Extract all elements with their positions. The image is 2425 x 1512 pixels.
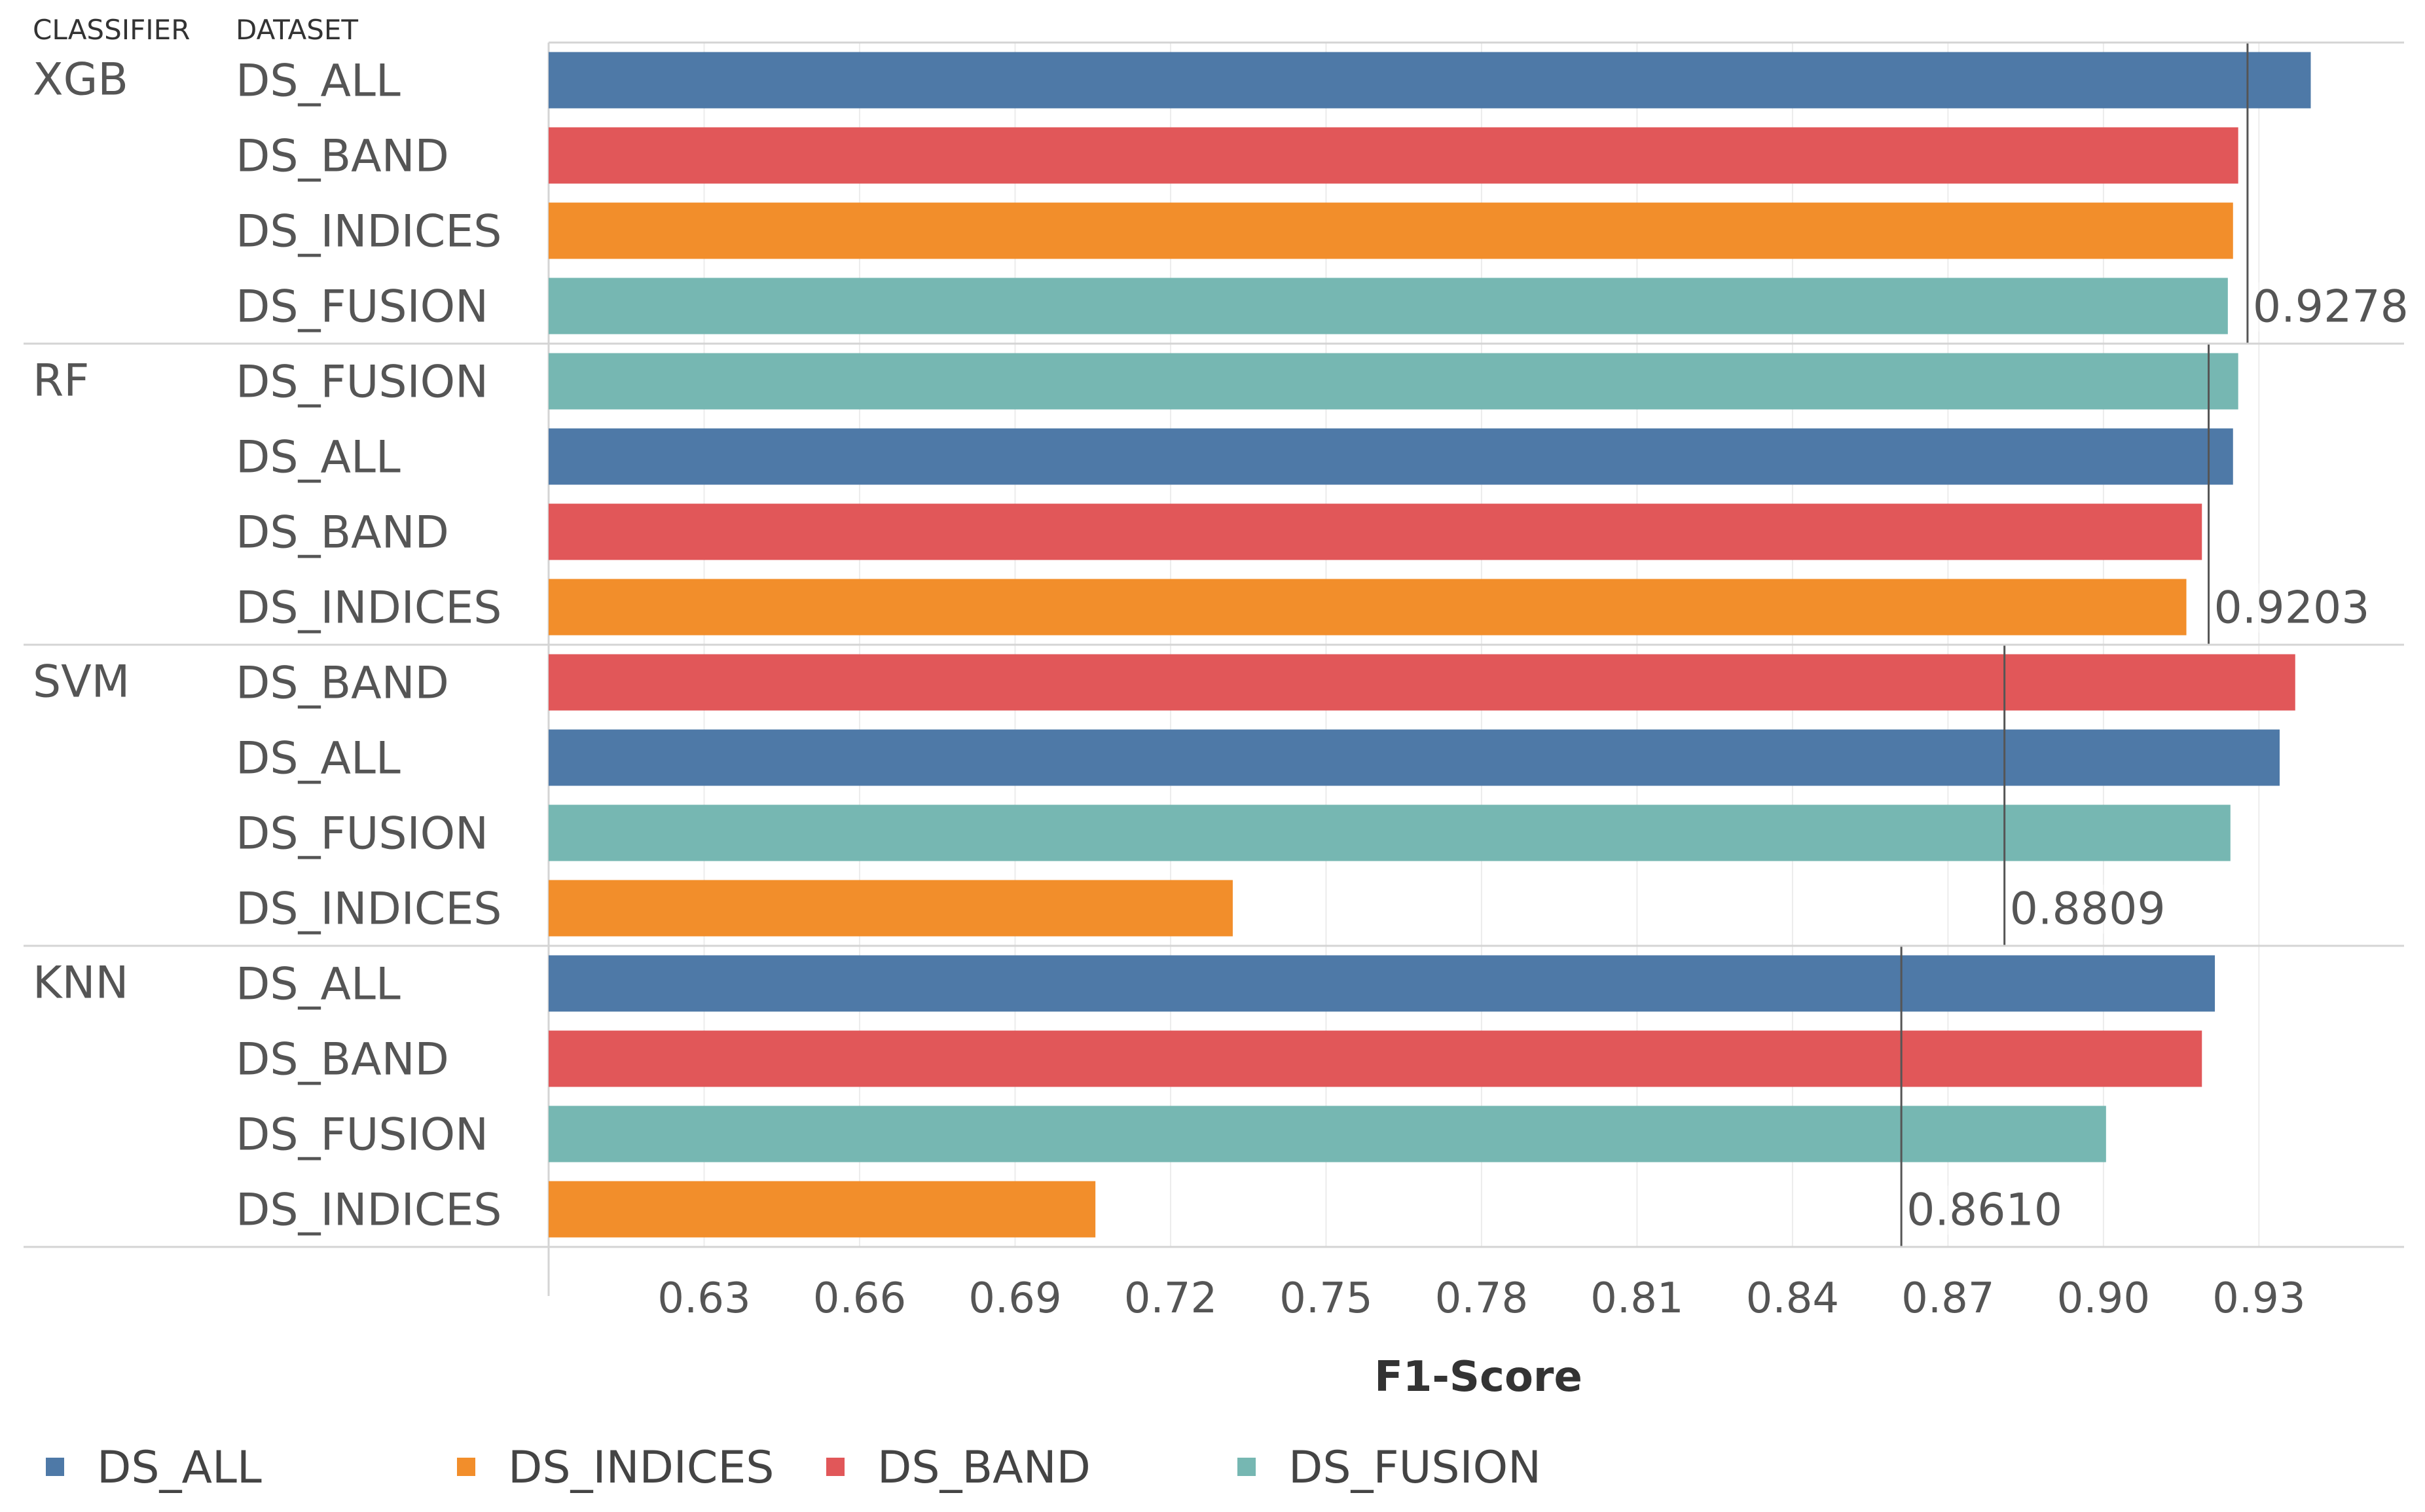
- reference-value-label: 0.9278: [2253, 281, 2409, 333]
- bar-xgb-ds-indices: [549, 202, 2233, 259]
- legend-label: DS_ALL: [97, 1442, 262, 1494]
- x-tick-label: 0.87: [1901, 1274, 1995, 1323]
- x-tick-label: 0.78: [1435, 1274, 1529, 1323]
- x-tick-label: 0.72: [1124, 1274, 1218, 1323]
- bar-knn-ds-all: [549, 955, 2215, 1012]
- dataset-label: DS_ALL: [236, 733, 401, 785]
- x-tick-label: 0.81: [1590, 1274, 1684, 1323]
- legend-swatch-ds-indices: [457, 1458, 475, 1476]
- dataset-column-header: DATASET: [236, 14, 358, 46]
- reference-value-label: 0.9203: [2214, 583, 2370, 634]
- bar-knn-ds-band: [549, 1030, 2202, 1087]
- row-labels: XGB DS_ALL DS_BAND DS_INDICES DS_FUSION RF DS_…: [33, 54, 501, 1236]
- bar-knn-ds-fusion: [549, 1106, 2106, 1162]
- reference-value-label: 0.8809: [2010, 884, 2166, 935]
- legend-label: DS_INDICES: [508, 1442, 774, 1494]
- classifier-column-header: CLASSIFIER: [33, 14, 190, 46]
- reference-label-background: [2211, 583, 2373, 633]
- bar-knn-ds-indices: [549, 1181, 1096, 1238]
- reference-label-background: [2250, 282, 2411, 332]
- x-tick-label: 0.84: [1746, 1274, 1840, 1323]
- x-tick-label: 0.90: [2057, 1274, 2151, 1323]
- dataset-label: DS_ALL: [236, 959, 401, 1011]
- bar-svm-ds-all: [549, 729, 2280, 786]
- legend: DS_ALL DS_INDICES DS_BAND DS_FUSION: [46, 1442, 1541, 1494]
- bar-svm-ds-indices: [549, 880, 1233, 937]
- legend-swatch-ds-fusion: [1237, 1458, 1256, 1476]
- dataset-label: DS_BAND: [236, 131, 449, 183]
- x-tick-label: 0.63: [657, 1274, 751, 1323]
- classifier-label: SVM: [33, 657, 130, 708]
- bar-rf-ds-indices: [549, 579, 2187, 636]
- dataset-label: DS_INDICES: [236, 1185, 501, 1236]
- dataset-label: DS_BAND: [236, 507, 449, 559]
- bar-svm-ds-band: [549, 654, 2295, 711]
- classifier-label: RF: [33, 355, 89, 407]
- bar-rf-ds-band: [549, 503, 2202, 560]
- dataset-label: DS_FUSION: [236, 1109, 488, 1161]
- bar-xgb-ds-fusion: [549, 278, 2228, 334]
- x-tick-label: 0.93: [2212, 1274, 2306, 1323]
- bar-xgb-ds-all: [549, 52, 2311, 109]
- reference-value-label: 0.8610: [1906, 1185, 2062, 1236]
- dataset-label: DS_ALL: [236, 56, 401, 107]
- reference-label-background: [2007, 884, 2168, 934]
- legend-label: DS_FUSION: [1288, 1442, 1541, 1494]
- x-tick-label: 0.66: [813, 1274, 907, 1323]
- bar-xgb-ds-band: [549, 127, 2238, 184]
- bar-rf-ds-all: [549, 428, 2233, 485]
- legend-label: DS_BAND: [877, 1442, 1091, 1494]
- reference-lines: 0.9278 0.9203 0.8809 0.8610: [1900, 43, 2411, 1247]
- classifier-label: KNN: [33, 958, 128, 1009]
- dataset-label: DS_ALL: [236, 432, 401, 484]
- x-tick-label: 0.69: [968, 1274, 1062, 1323]
- group-dividers: [24, 41, 2404, 1248]
- bars: [549, 52, 2311, 1238]
- dataset-label: DS_FUSION: [236, 281, 488, 333]
- bar-rf-ds-fusion: [549, 353, 2238, 410]
- x-axis-ticks: 0.63 0.66 0.69 0.72 0.75 0.78 0.81 0.84 0.87 0.90…: [657, 1274, 2305, 1323]
- dataset-label: DS_INDICES: [236, 206, 501, 258]
- reference-label-background: [1904, 1185, 2066, 1235]
- bar-svm-ds-fusion: [549, 804, 2231, 861]
- dataset-label: DS_FUSION: [236, 357, 488, 408]
- dataset-label: DS_INDICES: [236, 583, 501, 634]
- dataset-label: DS_INDICES: [236, 884, 501, 935]
- dataset-label: DS_FUSION: [236, 808, 488, 860]
- dataset-label: DS_BAND: [236, 1034, 449, 1086]
- legend-swatch-ds-band: [826, 1458, 845, 1476]
- x-tick-label: 0.75: [1279, 1274, 1373, 1323]
- x-axis-label: F1-Score: [1374, 1353, 1582, 1401]
- legend-swatch-ds-all: [46, 1458, 64, 1476]
- dataset-label: DS_BAND: [236, 658, 449, 710]
- classifier-label: XGB: [33, 54, 128, 106]
